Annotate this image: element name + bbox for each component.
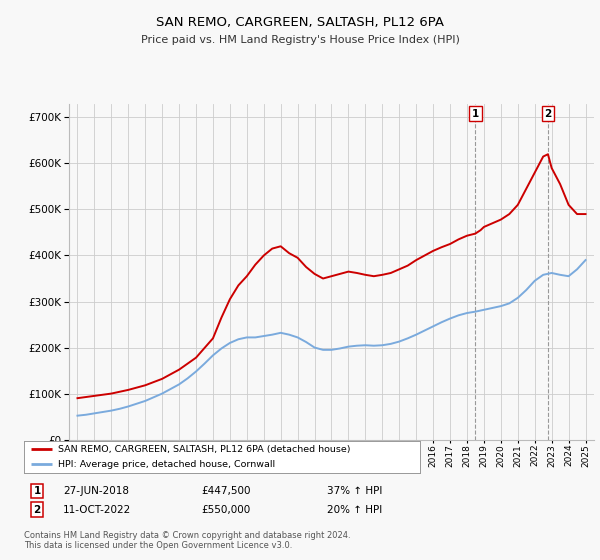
Text: SAN REMO, CARGREEN, SALTASH, PL12 6PA (detached house): SAN REMO, CARGREEN, SALTASH, PL12 6PA (d… <box>58 445 350 454</box>
Text: £550,000: £550,000 <box>201 505 250 515</box>
Text: 11-OCT-2022: 11-OCT-2022 <box>63 505 131 515</box>
Text: 37% ↑ HPI: 37% ↑ HPI <box>327 486 382 496</box>
Text: £447,500: £447,500 <box>201 486 251 496</box>
Text: 2: 2 <box>544 109 551 119</box>
Text: Price paid vs. HM Land Registry's House Price Index (HPI): Price paid vs. HM Land Registry's House … <box>140 35 460 45</box>
Text: 1: 1 <box>34 486 41 496</box>
Text: 20% ↑ HPI: 20% ↑ HPI <box>327 505 382 515</box>
Text: 27-JUN-2018: 27-JUN-2018 <box>63 486 129 496</box>
Text: 2: 2 <box>34 505 41 515</box>
Text: 1: 1 <box>472 109 479 119</box>
Text: HPI: Average price, detached house, Cornwall: HPI: Average price, detached house, Corn… <box>58 460 275 469</box>
Text: Contains HM Land Registry data © Crown copyright and database right 2024.
This d: Contains HM Land Registry data © Crown c… <box>24 531 350 550</box>
Text: SAN REMO, CARGREEN, SALTASH, PL12 6PA: SAN REMO, CARGREEN, SALTASH, PL12 6PA <box>156 16 444 29</box>
